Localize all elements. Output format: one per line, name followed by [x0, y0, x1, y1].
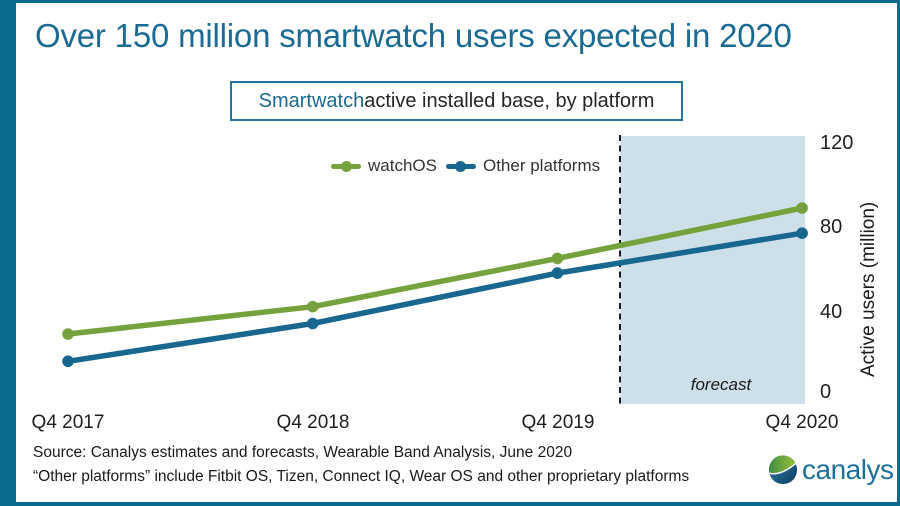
- other-platforms-line-marker-icon: [445, 160, 476, 172]
- note-line: “Other platforms” include Fitbit OS, Tiz…: [33, 468, 690, 485]
- x-axis-tick-q4-2020: Q4 2020: [765, 412, 839, 433]
- legend-label-other-platforms: Other platforms: [482, 156, 601, 175]
- legend-label-watchos: watchOS: [368, 156, 437, 175]
- footer-notes: Source: Canalys estimates and forecasts,…: [33, 441, 689, 489]
- y-axis-tick-80: 80: [820, 216, 843, 238]
- subtitle-highlight: Smartwatch: [258, 89, 365, 112]
- canalys-wordmark: canalys: [802, 454, 894, 485]
- y-axis-tick-0: 0: [820, 381, 832, 403]
- x-axis-tick-q4-2019: Q4 2019: [521, 412, 595, 433]
- x-axis-tick-q4-2018: Q4 2018: [276, 412, 350, 433]
- x-axis-tick-q4-2017: Q4 2017: [31, 412, 105, 433]
- legend-item-watchos: watchOS: [331, 156, 437, 176]
- subtitle-rest: active installed base, by platform: [364, 89, 655, 112]
- forecast-region-label: forecast: [690, 375, 752, 394]
- y-axis-tick-120: 120: [820, 132, 854, 154]
- source-line: Source: Canalys estimates and forecasts,…: [33, 444, 573, 461]
- page-title: Over 150 million smartwatch users expect…: [35, 17, 792, 54]
- y-axis-title: Active users (million): [858, 201, 879, 377]
- y-axis-tick-40: 40: [820, 301, 843, 323]
- watchos-line-marker-icon: [331, 160, 361, 172]
- chart-subtitle-box: Smartwatch active installed base, by pla…: [230, 81, 683, 121]
- legend-item-other-platforms: Other platforms: [445, 156, 601, 176]
- chart-legend: watchOS Other platforms: [331, 156, 600, 176]
- canalys-logo: canalys: [768, 454, 894, 485]
- canalys-globe-icon: [768, 455, 798, 485]
